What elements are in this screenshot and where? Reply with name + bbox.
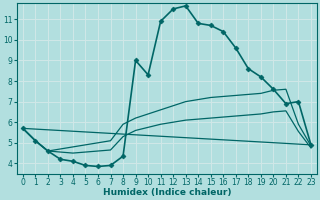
X-axis label: Humidex (Indice chaleur): Humidex (Indice chaleur) [103, 188, 231, 197]
